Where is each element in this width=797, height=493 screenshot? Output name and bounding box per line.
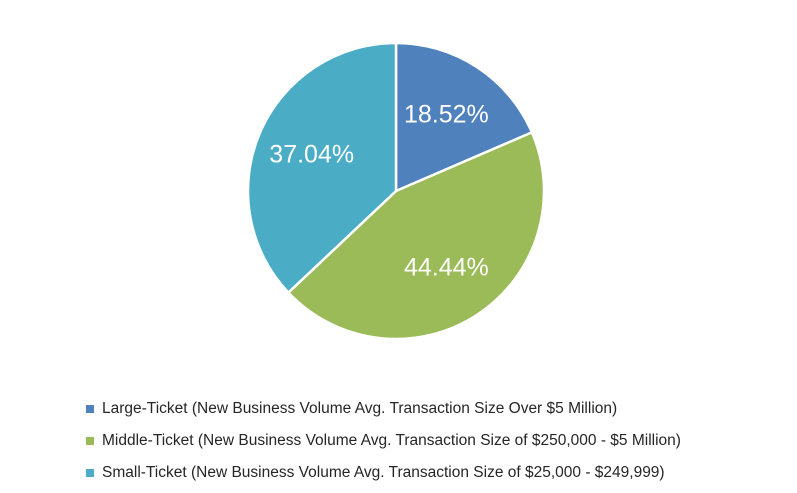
legend-item-small-ticket: Small-Ticket (New Business Volume Avg. T… <box>86 457 681 489</box>
pie-slice-large-ticket <box>394 41 534 193</box>
data-label-small-ticket: 37.04% <box>269 141 354 169</box>
pie-slice-middle-ticket <box>287 131 546 341</box>
legend-swatch <box>86 437 94 445</box>
pie-slice-small-ticket <box>246 41 398 294</box>
legend-item-large-ticket: Large-Ticket (New Business Volume Avg. T… <box>86 393 681 425</box>
legend-swatch <box>86 469 94 477</box>
legend-item-middle-ticket: Middle-Ticket (New Business Volume Avg. … <box>86 425 681 457</box>
legend-label: Small-Ticket (New Business Volume Avg. T… <box>102 464 665 481</box>
legend: Large-Ticket (New Business Volume Avg. T… <box>86 393 681 489</box>
data-label-middle-ticket: 44.44% <box>404 254 489 282</box>
legend-label: Middle-Ticket (New Business Volume Avg. … <box>102 432 681 449</box>
legend-swatch <box>86 405 94 413</box>
data-label-large-ticket: 18.52% <box>404 100 489 128</box>
legend-label: Large-Ticket (New Business Volume Avg. T… <box>102 400 618 417</box>
